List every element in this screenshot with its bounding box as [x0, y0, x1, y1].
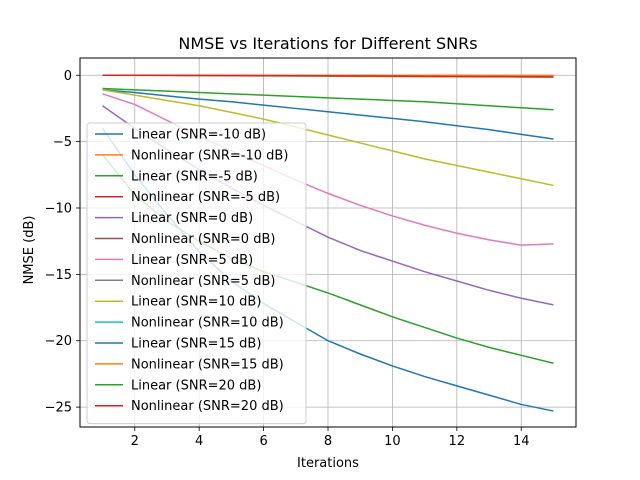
y-tick-label: −20 [45, 334, 72, 349]
series-line-14 [102, 74, 554, 78]
y-tick-label: −10 [45, 201, 72, 216]
legend-label: Linear (SNR=-5 dB) [131, 169, 258, 184]
legend-label: Nonlinear (SNR=5 dB) [131, 274, 275, 289]
series-line-9 [102, 89, 554, 187]
x-tick-label: 14 [513, 434, 530, 449]
legend-label: Nonlinear (SNR=20 dB) [131, 399, 284, 414]
legend-label: Linear (SNR=5 dB) [131, 253, 253, 268]
legend-label: Linear (SNR=20 dB) [131, 378, 261, 393]
x-tick-label: 6 [259, 434, 267, 449]
ticks-layer: 2 4 6 8 10 12 14 0 −5 −10 −15 −20 −25 [45, 69, 530, 449]
series-line-3 [102, 87, 554, 111]
x-tick-label: 8 [324, 434, 332, 449]
x-axis-label: Iterations [297, 456, 359, 471]
y-tick-label: −5 [53, 135, 72, 150]
y-tick-label: −15 [45, 268, 72, 283]
legend-label: Linear (SNR=0 dB) [131, 211, 253, 226]
legend-label: Linear (SNR=15 dB) [131, 337, 261, 352]
chart-title: NMSE vs Iterations for Different SNRs [178, 34, 477, 53]
x-tick-label: 2 [131, 434, 139, 449]
y-tick-label: 0 [64, 69, 72, 84]
legend-label: Nonlinear (SNR=15 dB) [131, 357, 284, 372]
x-tick-label: 12 [449, 434, 466, 449]
x-tick-label: 4 [195, 434, 203, 449]
y-tick-label: −25 [45, 401, 72, 416]
legend: Linear (SNR=-10 dB) Nonlinear (SNR=-10 dB… [86, 122, 307, 425]
legend-label: Nonlinear (SNR=-10 dB) [131, 148, 288, 163]
legend-box [86, 122, 307, 425]
legend-label: Nonlinear (SNR=-5 dB) [131, 190, 280, 205]
legend-label: Linear (SNR=-10 dB) [131, 128, 266, 143]
x-tick-label: 10 [384, 434, 401, 449]
series-line-1 [102, 89, 554, 140]
y-axis-label: NMSE (dB) [22, 216, 37, 285]
legend-label: Linear (SNR=10 dB) [131, 295, 261, 310]
legend-label: Nonlinear (SNR=0 dB) [131, 232, 275, 247]
legend-label: Nonlinear (SNR=10 dB) [131, 316, 284, 331]
